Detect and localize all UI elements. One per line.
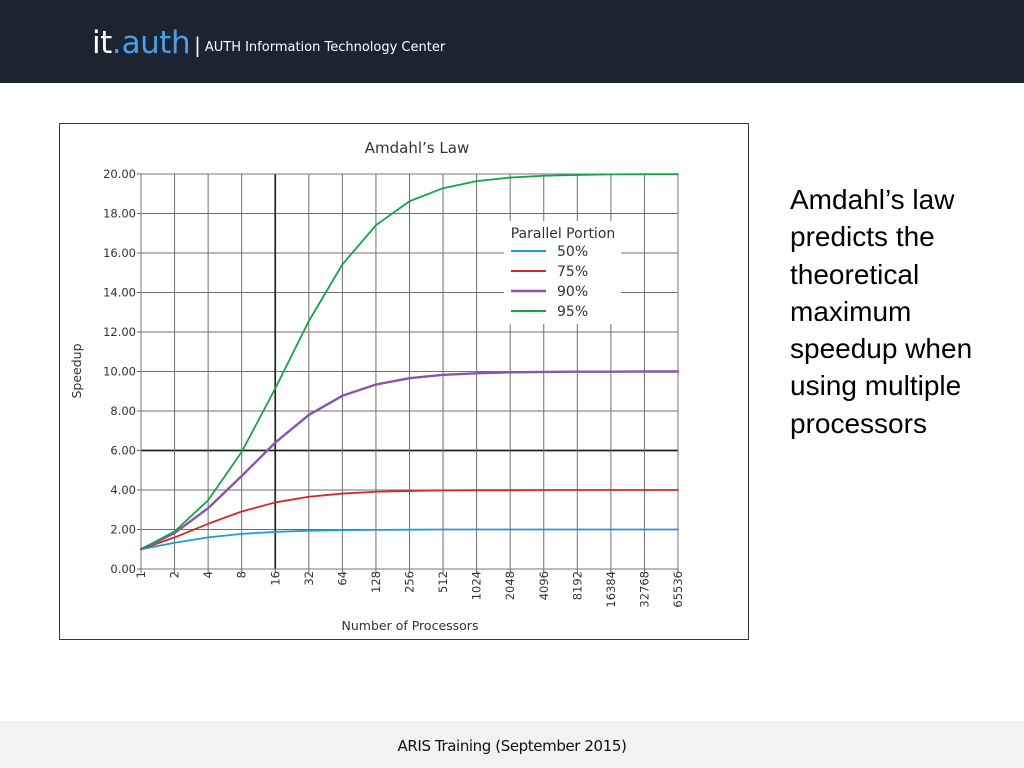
header-divider: | (194, 33, 201, 57)
logo-dot-text: . (111, 25, 122, 61)
amdahls-law-chart-frame: Amdahl’s Law 0.00 2.00 4.00 6.00 8.00 10.00 12.… (59, 123, 749, 640)
x-axis-tick-label: 4096 (537, 571, 551, 600)
x-axis-tick-label: 32768 (637, 571, 651, 608)
legend-label-95-percent: 95% (557, 304, 588, 320)
site-header: it . auth | AUTH Information Technology … (0, 0, 1024, 83)
x-axis-tick-label: 2048 (503, 571, 517, 600)
x-axis-tick-label: 8192 (570, 571, 584, 600)
amdahls-law-chart: Amdahl’s Law 0.00 2.00 4.00 6.00 8.00 10.00 12.… (69, 139, 685, 633)
x-axis-tick-label: 1024 (470, 571, 484, 600)
amdahl-description: Amdahl’s law predicts the theoretical ma… (790, 184, 973, 439)
y-axis-tick-label: 14.00 (103, 286, 136, 300)
x-axis-tick-label: 256 (403, 571, 417, 593)
series-line-90-percent (139, 370, 680, 551)
y-axis-label: Speedup (69, 343, 84, 398)
x-axis-tick-label: 128 (369, 571, 383, 593)
series-line-75-percent (140, 489, 679, 551)
y-axis-tick-label: 4.00 (110, 483, 136, 497)
y-axis-tick-label: 0.00 (110, 562, 136, 576)
legend-label-90-percent: 90% (557, 284, 588, 300)
logo-auth-text: auth (121, 25, 191, 61)
chart-title: Amdahl’s Law (365, 139, 469, 157)
y-axis-tick-label: 2.00 (110, 523, 136, 537)
y-axis-tick-label: 16.00 (103, 246, 136, 260)
y-axis-tick-label: 6.00 (110, 444, 136, 458)
x-axis-tick-label: 32 (302, 571, 316, 586)
y-axis-tick-label: 12.00 (103, 325, 136, 339)
x-axis-label: Number of Processors (342, 618, 479, 633)
x-axis-tick-label: 512 (436, 571, 450, 593)
training-footer-text: ARIS Training (September 2015) (397, 737, 627, 755)
y-axis-tick-label: 10.00 (103, 365, 136, 379)
x-axis-tick-label: 64 (335, 571, 349, 586)
x-axis-tick-label: 4 (201, 571, 215, 578)
y-axis-tick-label: 8.00 (110, 404, 136, 418)
legend-background (504, 221, 621, 324)
x-axis-tick-label: 16 (268, 571, 282, 586)
partially-hidden-slide-title: Amdahl's law (443, 111, 553, 123)
y-axis-tick-label: 18.00 (103, 207, 136, 221)
legend-label-75-percent: 75% (557, 264, 588, 280)
y-axis-tick-label: 20.00 (103, 167, 136, 181)
slide-footer: ARIS Training (September 2015) (0, 721, 1024, 768)
x-axis-tick-label: 8 (235, 571, 249, 578)
logo-it-text: it (92, 25, 112, 61)
series-line-50-percent (140, 528, 679, 551)
x-axis-tick-label: 1 (134, 571, 148, 578)
x-axis-tick-label: 2 (168, 571, 182, 578)
legend-title: Parallel Portion (511, 226, 616, 242)
x-axis-tick-label: 16384 (604, 571, 618, 608)
series-line-95-percent (140, 173, 679, 551)
legend-label-50-percent: 50% (557, 244, 588, 260)
it-auth-logo: it . auth | AUTH Information Technology … (92, 25, 445, 65)
header-subtitle: AUTH Information Technology Center (204, 40, 446, 55)
x-axis-tick-label: 65536 (671, 571, 685, 608)
